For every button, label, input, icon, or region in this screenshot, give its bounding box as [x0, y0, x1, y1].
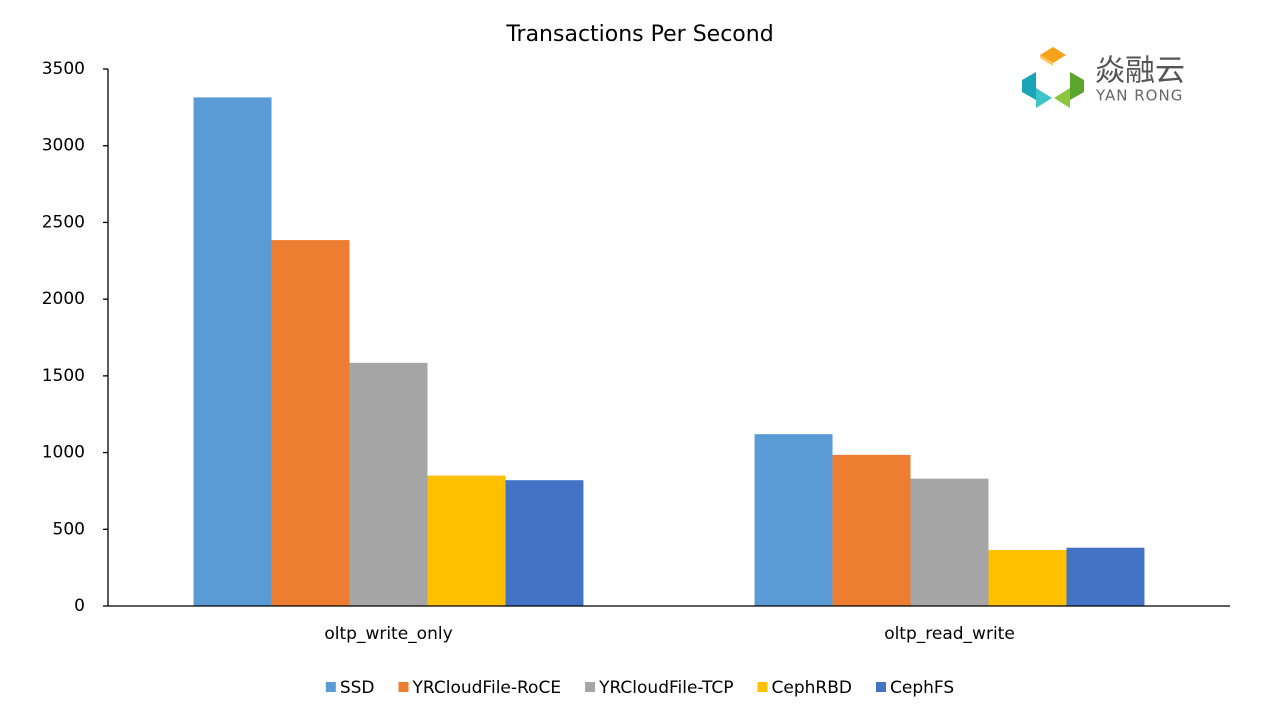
bar [754, 434, 833, 606]
chart-title: Transactions Per Second [505, 22, 773, 47]
logo: 焱融云 YAN RONG [1022, 47, 1185, 108]
logo-shape [1036, 88, 1052, 108]
logo-shape [1040, 55, 1053, 66]
logo-shape [1022, 72, 1036, 100]
y-tick-label: 1500 [42, 366, 85, 386]
legend-label: SSD [340, 678, 375, 698]
logo-shape [1040, 47, 1066, 63]
bar [988, 549, 1067, 606]
logo-shape [1070, 72, 1084, 100]
bar [910, 478, 989, 606]
legend-swatch [757, 682, 768, 692]
bar [1066, 547, 1145, 606]
y-tick-label: 3000 [42, 136, 85, 156]
legend-swatch [325, 682, 336, 692]
legend-label: YRCloudFile-RoCE [412, 678, 562, 698]
bar [193, 97, 272, 607]
y-tick-label: 2000 [42, 289, 85, 309]
y-tick-label: 1000 [42, 443, 85, 463]
legend-label: CephFS [890, 678, 954, 698]
bar [427, 475, 506, 606]
bar [505, 480, 584, 606]
y-tick-label: 3500 [42, 59, 85, 79]
legend-label: CephRBD [772, 678, 852, 698]
legend-swatch [398, 682, 409, 692]
bar [832, 454, 911, 606]
logo-name: 焱融云 [1095, 54, 1185, 89]
legend-swatch [585, 682, 596, 692]
bar [349, 362, 428, 606]
logo-subtitle: YAN RONG [1095, 87, 1183, 105]
x-tick-label: oltp_read_write [884, 624, 1015, 644]
y-tick-label: 500 [53, 519, 85, 539]
logo-shape [1054, 88, 1070, 108]
y-tick-label: 2500 [42, 212, 85, 232]
x-tick-label: oltp_write_only [324, 624, 452, 644]
y-tick-label: 0 [74, 596, 85, 616]
bar [271, 240, 350, 606]
legend-label: YRCloudFile-TCP [598, 678, 733, 698]
legend-swatch [876, 682, 886, 692]
